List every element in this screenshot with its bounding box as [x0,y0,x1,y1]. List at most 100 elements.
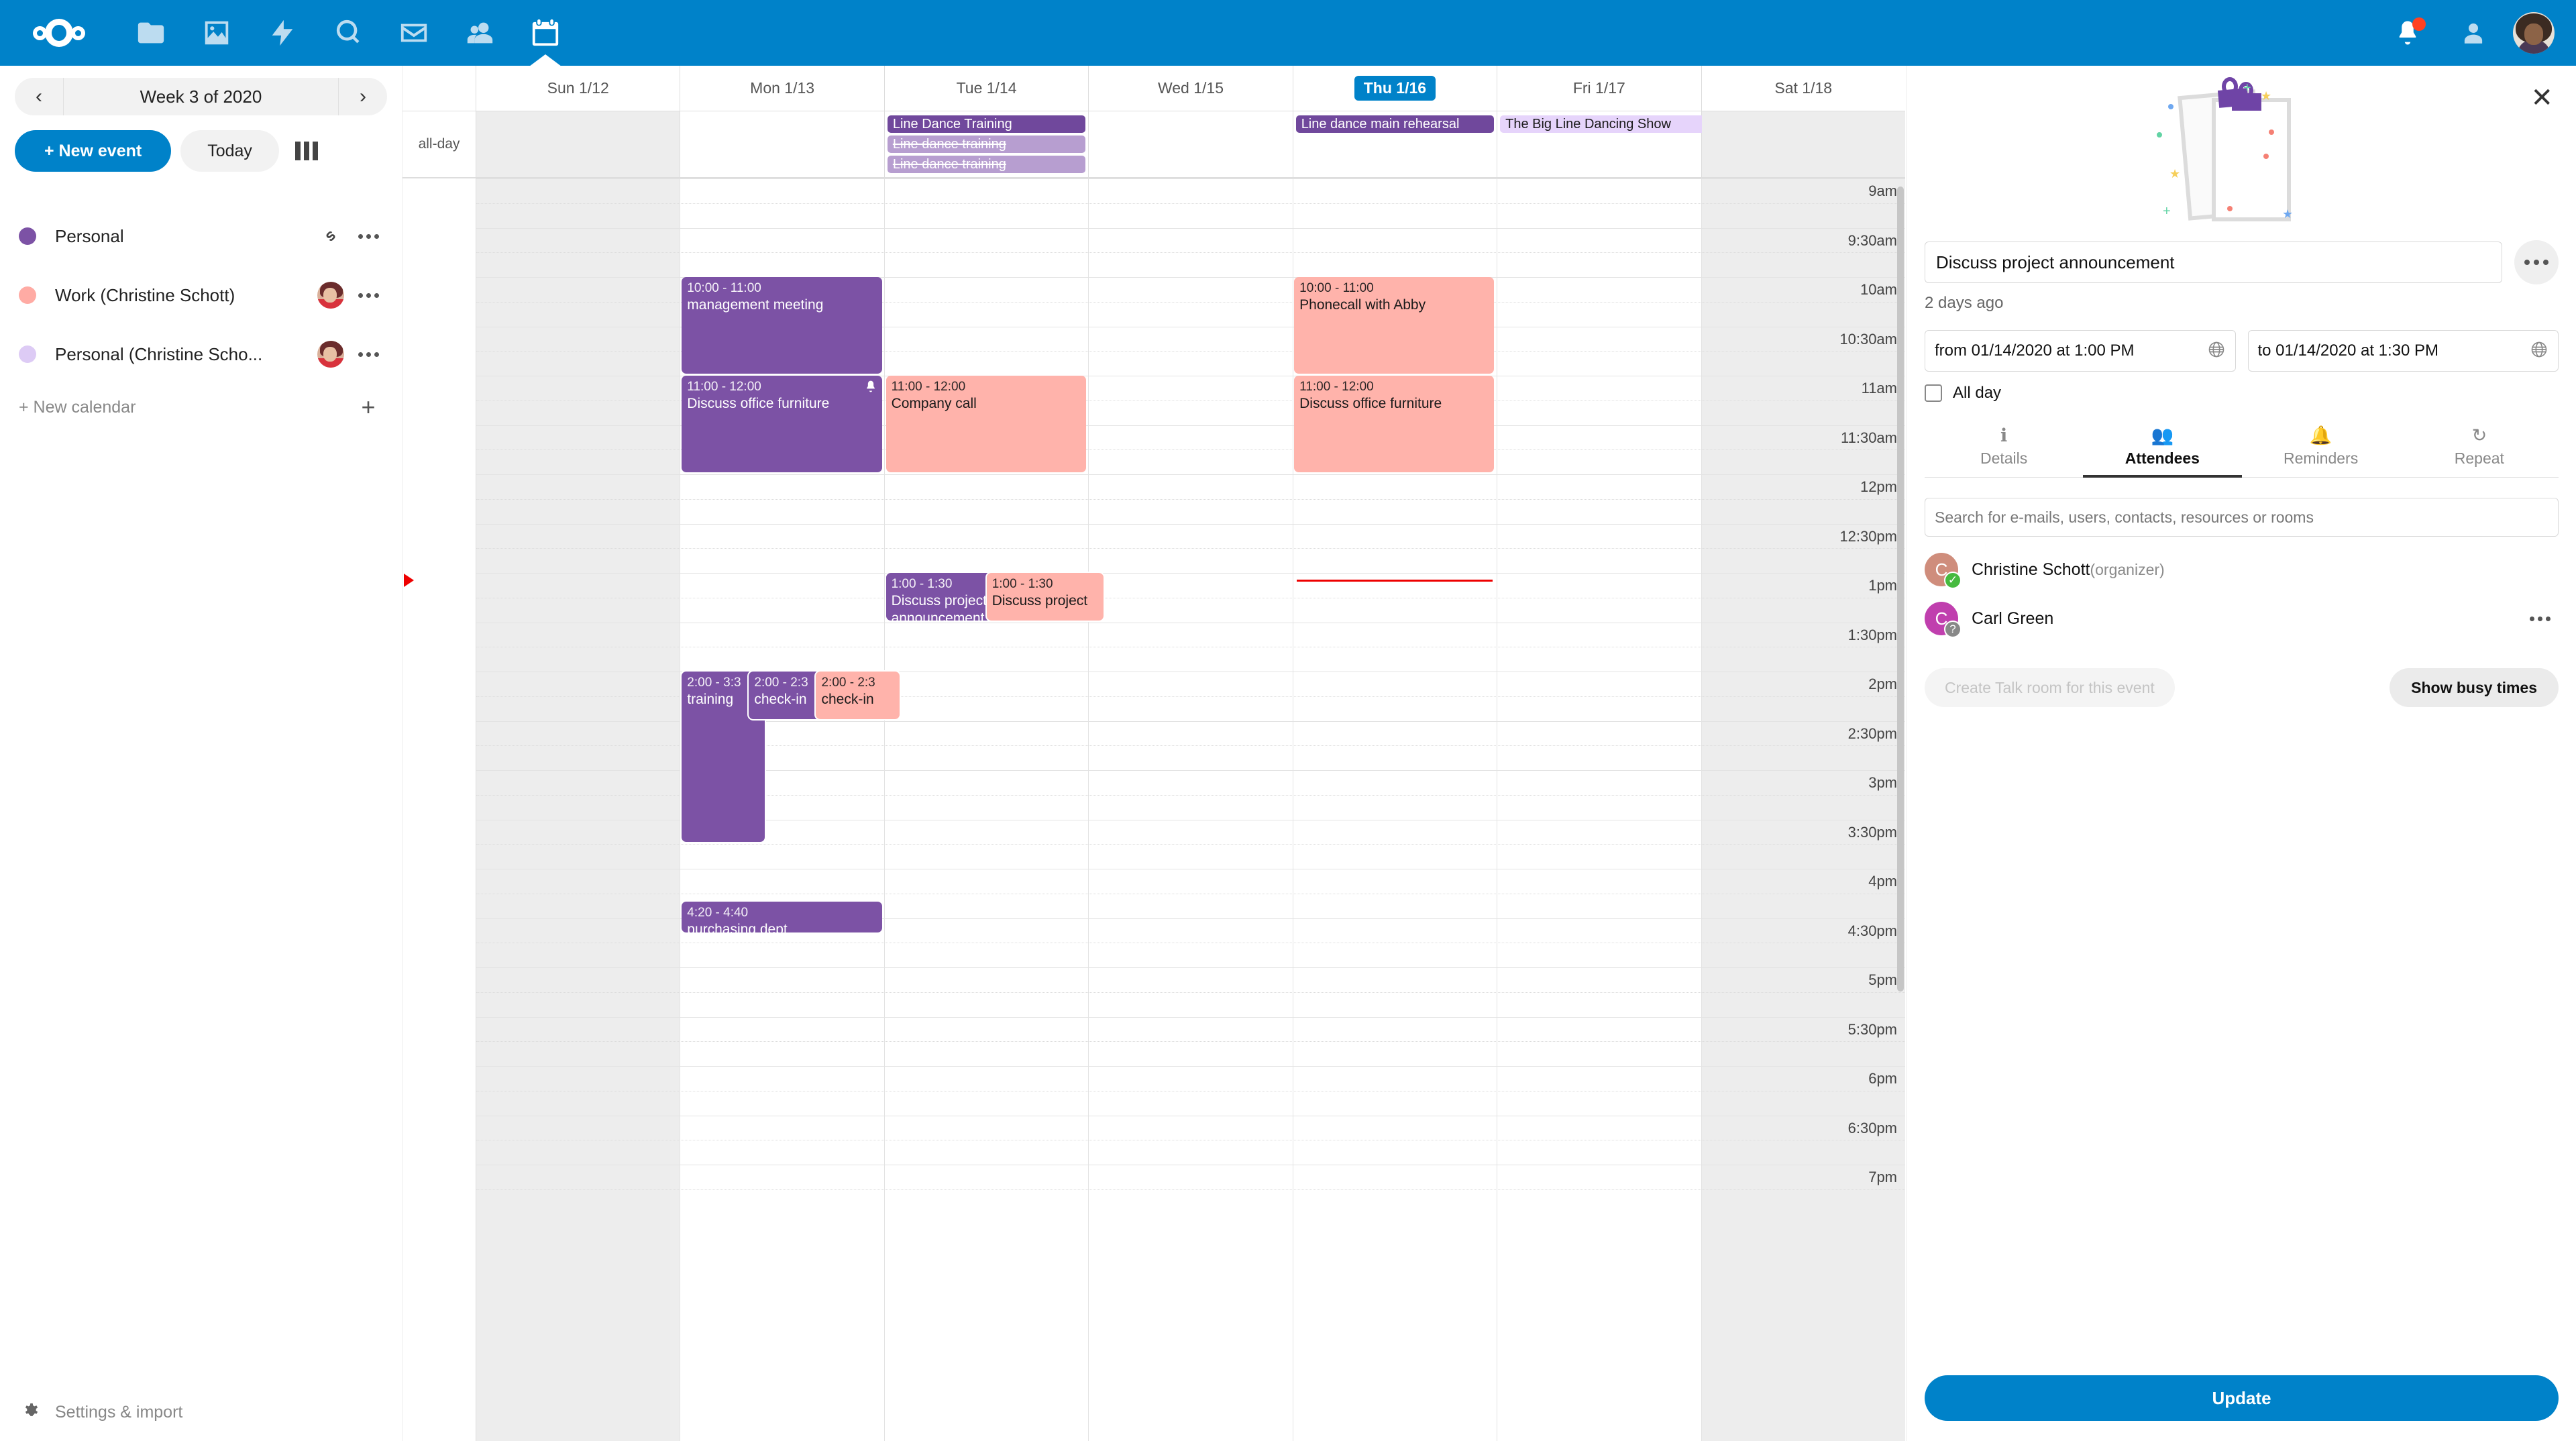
info-icon: ℹ [2000,425,2008,445]
calendar-actions-button[interactable] [350,335,387,373]
shared-avatar [312,341,350,368]
event-end-datetime[interactable]: to 01/14/2020 at 1:30 PM [2247,330,2559,372]
event-start-datetime[interactable]: from 01/14/2020 at 1:00 PM [1925,330,2236,372]
all-day-cell-wed[interactable] [1089,111,1293,177]
calendar-item-personal[interactable]: Personal [0,207,402,266]
all-day-event[interactable]: Line dance main rehearsal [1295,115,1495,133]
new-event-button[interactable]: + New event [15,130,172,172]
time-label: 2pm [1868,676,1897,692]
vertical-scrollbar[interactable] [1897,186,1904,992]
time-label: 2:30pm [1847,725,1897,742]
all-day-event[interactable]: Line Dance Training [887,115,1086,133]
app-icon-mail[interactable] [381,0,447,66]
calendar-actions-button[interactable] [350,217,387,255]
all-day-event[interactable]: Line dance training [887,156,1086,173]
next-week-button[interactable]: › [360,85,366,107]
calendar-color-dot [19,227,36,245]
day-column-thu[interactable] [1293,178,1498,1441]
tab-details[interactable]: ℹ Details [1925,424,2083,477]
calendar-event[interactable]: 1:00 - 1:30 Discuss project announcement [885,573,1003,621]
prev-week-button[interactable]: ‹ [36,85,42,107]
settings-and-import-button[interactable]: Settings & import [0,1402,402,1422]
tab-attendees[interactable]: 👥 Attendees [2083,424,2242,478]
calendar-event[interactable]: 2:00 - 2:3 check-in [816,672,900,719]
nextcloud-logo[interactable] [0,19,118,47]
all-day-cell-thu[interactable]: Line dance main rehearsal [1293,111,1498,177]
app-icon-search[interactable] [315,0,381,66]
app-icon-calendar[interactable] [513,0,578,66]
attendee-row[interactable]: C ? Carl Green [1907,593,2576,644]
contacts-menu-button[interactable] [2440,0,2506,66]
calendar-actions-button[interactable] [350,276,387,314]
all-day-checkbox[interactable] [1925,384,1942,402]
calendar-event[interactable]: 10:00 - 11:00 management meeting [682,277,882,374]
calendar-event[interactable]: 1:00 - 1:30 Discuss project [986,573,1104,621]
all-day-cell-sat[interactable] [1701,111,1905,177]
day-header-sat[interactable]: Sat 1/18 [1774,79,1833,97]
event-actions-button[interactable] [2514,240,2559,284]
plus-icon[interactable]: + [361,393,376,421]
today-button[interactable]: Today [180,130,279,172]
notifications-button[interactable] [2375,0,2440,66]
calendar-event[interactable]: 11:00 - 12:00 Company call [885,376,1086,472]
all-day-cell-tue[interactable]: Line Dance Training Line dance training Li… [885,111,1089,177]
show-busy-times-button[interactable]: Show busy times [2390,668,2559,707]
close-icon[interactable]: ✕ [2530,83,2553,113]
update-button[interactable]: Update [1925,1375,2559,1421]
user-avatar[interactable] [2513,12,2555,54]
calendar-event[interactable]: 10:00 - 11:00 Phonecall with Abby [1294,277,1495,374]
current-week-label[interactable]: Week 3 of 2020 [63,78,339,115]
time-grid-scroll[interactable]: 9am 9:30am 10am 10:30am 11am 11:30am 12pm 12:30… [402,178,1905,1441]
day-column-mon[interactable] [680,178,885,1441]
app-icon-photos[interactable] [184,0,250,66]
day-header-fri[interactable]: Fri 1/17 [1497,66,1702,111]
app-icon-activity[interactable] [250,0,315,66]
calendar-event[interactable]: 11:00 - 12:00 Discuss office furniture [682,376,882,472]
calendar-color-dot [19,345,36,363]
day-header-thu-today[interactable]: Thu 1/16 [1293,66,1498,111]
globe-icon[interactable] [2530,340,2548,362]
avatar-initial: C [1935,608,1948,629]
half-hour-gridline [476,1041,1905,1043]
attendee-actions-button[interactable] [2521,600,2559,637]
calendar-event[interactable]: 4:20 - 4:40 purchasing dept [682,901,882,933]
time-label: 10am [1860,281,1897,298]
all-day-cell-fri[interactable]: The Big Line Dancing Show [1497,111,1750,177]
all-day-cell-mon[interactable] [680,111,885,177]
link-icon[interactable] [312,226,350,246]
time-label: 4:30pm [1847,922,1897,939]
tab-repeat[interactable]: ↻ Repeat [2400,424,2559,477]
day-column-wed[interactable] [1089,178,1293,1441]
day-header-wed[interactable]: Wed 1/15 [1089,66,1293,111]
all-day-event[interactable]: Line dance training [887,136,1086,153]
calendar-item-work-christine-schott[interactable]: Work (Christine Schott) [0,266,402,325]
day-column-sat[interactable] [1701,178,1905,1441]
repeat-icon: ↻ [2471,425,2487,445]
day-column-fri[interactable] [1497,178,1702,1441]
create-talk-room-button[interactable]: Create Talk room for this event [1925,668,2175,707]
attendee-search-input[interactable]: Search for e-mails, users, contacts, res… [1925,498,2559,537]
globe-icon[interactable] [2207,340,2226,362]
new-calendar-label: + New calendar [19,397,136,417]
app-icon-contacts[interactable] [447,0,513,66]
event-title-row [1907,240,2576,284]
all-day-toggle-row: All day [1907,372,2576,403]
hour-gridline [476,1016,1905,1018]
tab-reminders[interactable]: 🔔 Reminders [2242,424,2400,477]
all-day-cell-sun[interactable] [476,111,681,177]
event-title-input[interactable] [1925,242,2502,283]
attendee-row[interactable]: C ✓ Christine Schott (organizer) [1907,546,2576,593]
view-switch-icon[interactable] [294,142,318,160]
calendar-event[interactable]: 11:00 - 12:00 Discuss office furniture [1294,376,1495,472]
day-header-mon[interactable]: Mon 1/13 [680,66,885,111]
svg-text:★: ★ [2169,167,2180,180]
calendar-item-personal-christine-schott[interactable]: Personal (Christine Scho... [0,325,402,384]
event-time: 10:00 - 11:00 [687,281,761,295]
day-header-tue[interactable]: Tue 1/14 [885,66,1089,111]
new-calendar-button[interactable]: + New calendar + [0,384,402,431]
day-header-sun[interactable]: Sun 1/12 [476,66,681,111]
reminder-bell-icon [864,380,877,398]
day-column-sun[interactable] [476,178,681,1441]
app-icon-files[interactable] [118,0,184,66]
day-column-tue[interactable] [885,178,1089,1441]
